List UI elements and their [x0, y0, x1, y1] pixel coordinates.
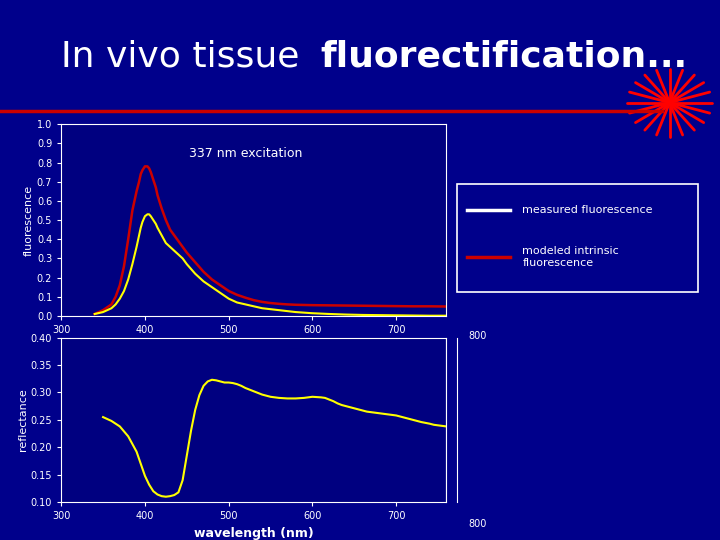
Text: 337 nm excitation: 337 nm excitation — [189, 147, 303, 160]
X-axis label: wavelength (nm): wavelength (nm) — [194, 527, 314, 540]
Text: 800: 800 — [468, 331, 487, 341]
Text: 800: 800 — [468, 518, 487, 529]
Text: In vivo tissue: In vivo tissue — [61, 40, 311, 73]
Y-axis label: reflectance: reflectance — [18, 388, 28, 451]
Text: modeled intrinsic
fluorescence: modeled intrinsic fluorescence — [522, 246, 619, 268]
Y-axis label: fluorescence: fluorescence — [24, 185, 34, 255]
Text: fluorectification...: fluorectification... — [320, 40, 688, 73]
Text: measured fluorescence: measured fluorescence — [522, 205, 653, 214]
X-axis label: wavelength (nm): wavelength (nm) — [194, 341, 314, 354]
